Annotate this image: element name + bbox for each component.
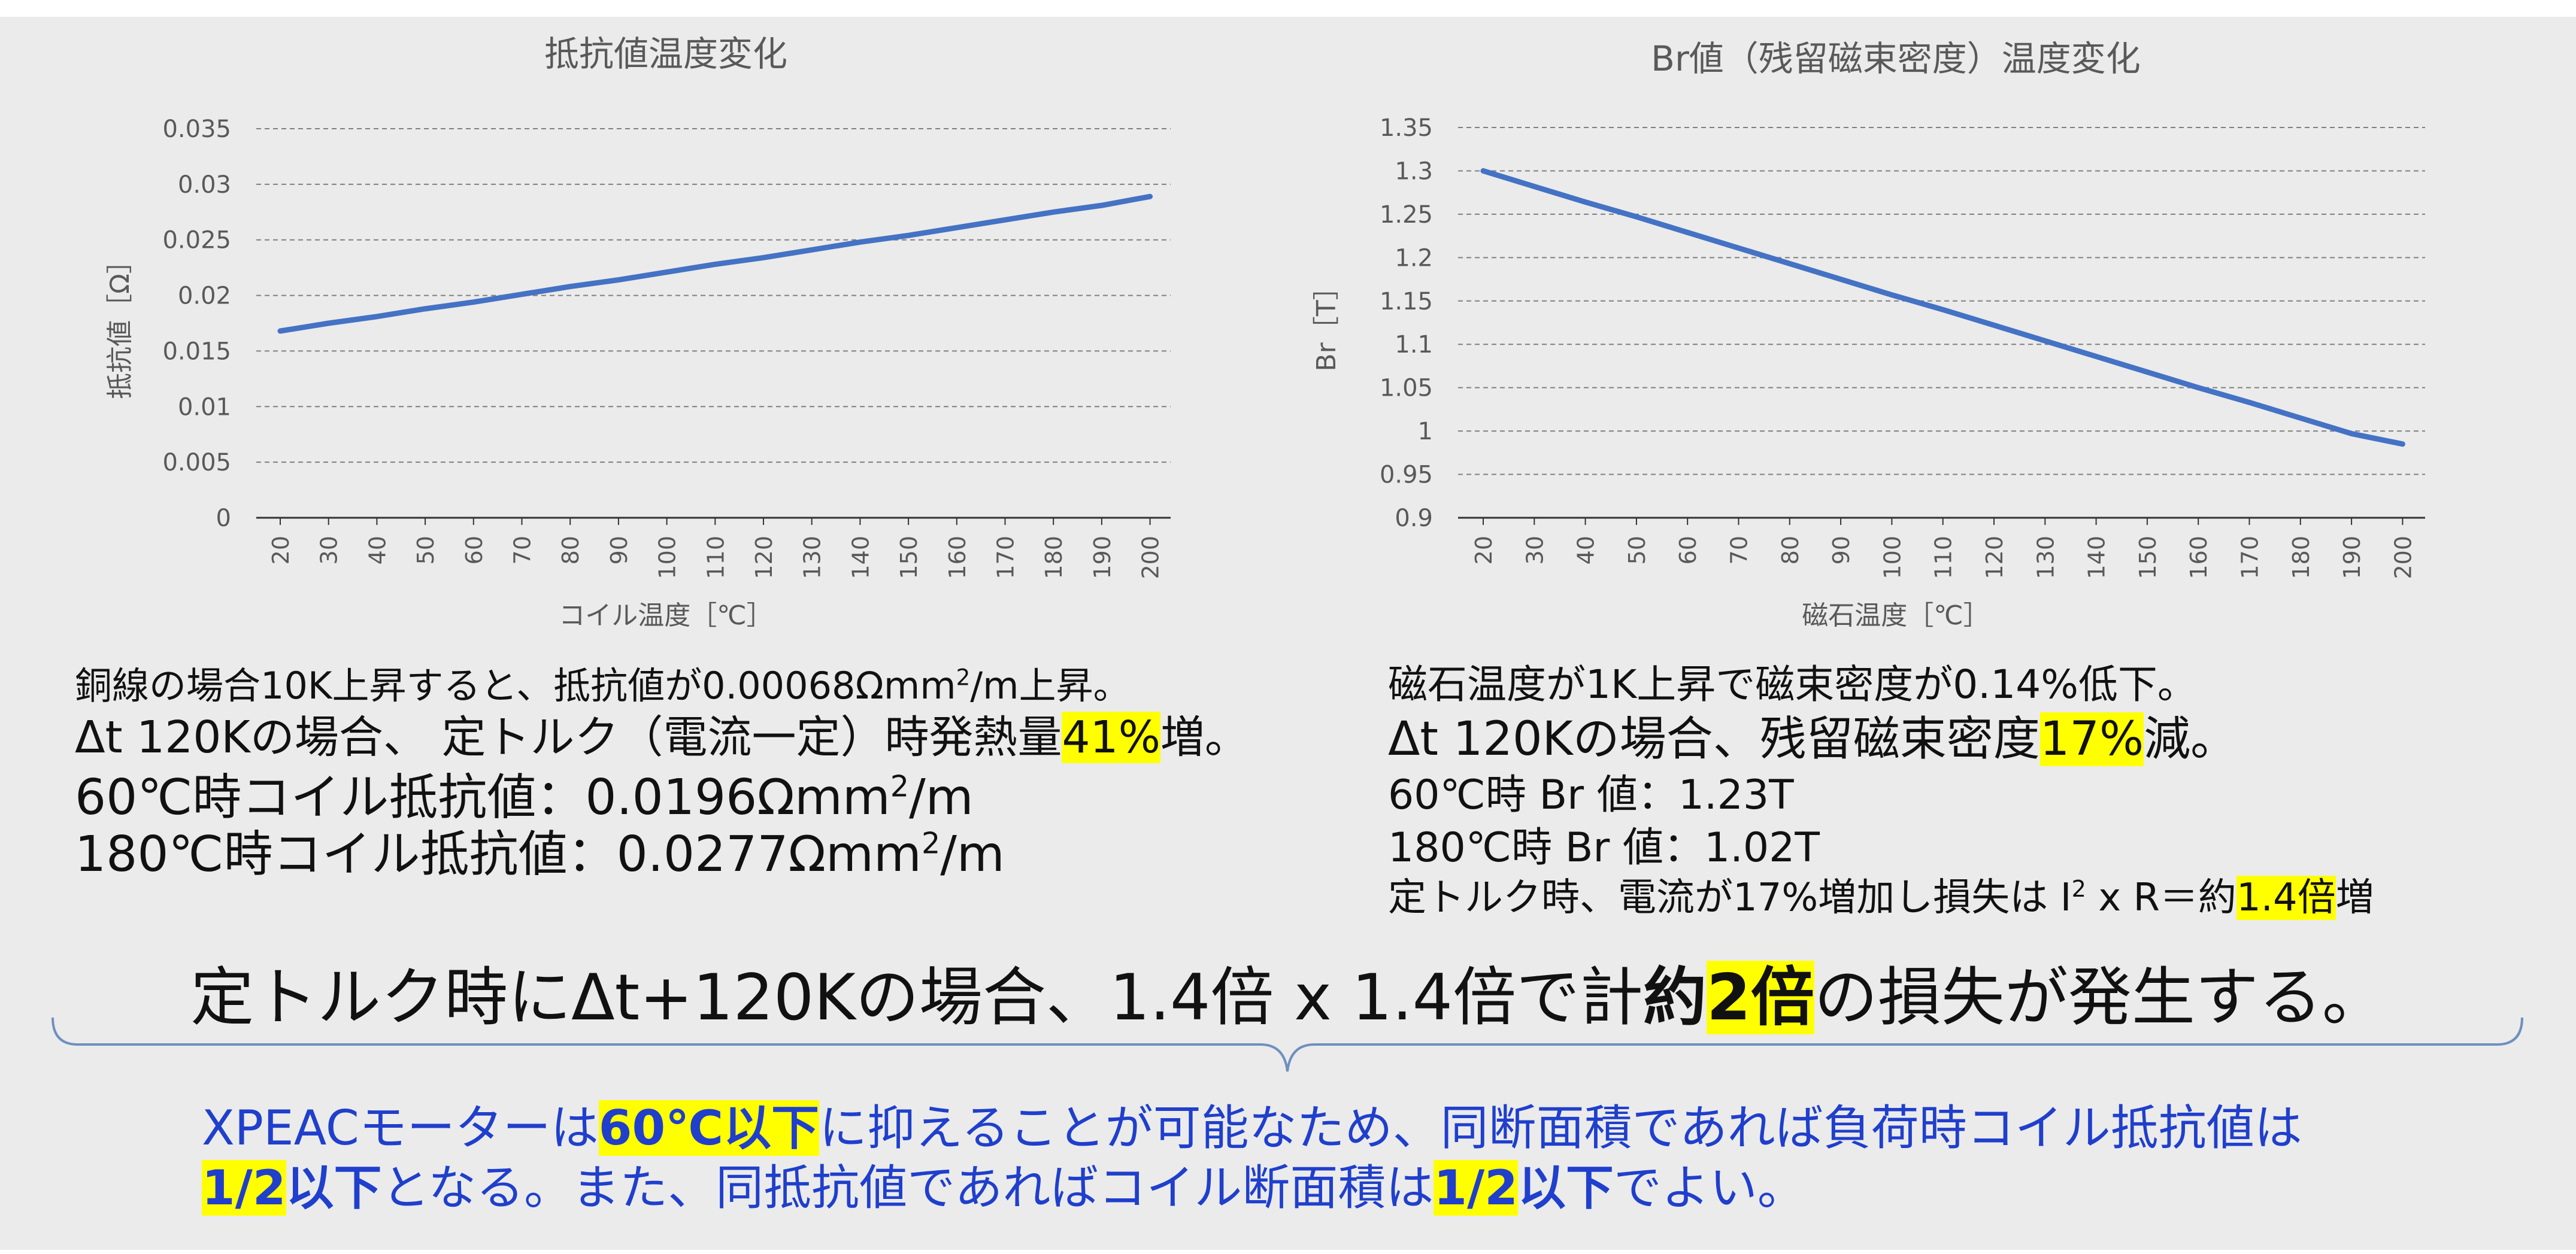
x-tick-label: 50 [1624, 536, 1650, 564]
y-tick-label: 0.025 [162, 227, 231, 254]
x-axis-label: 磁石温度［℃］ [1802, 600, 1989, 631]
y-axis-label: 抵抗値［Ω］ [105, 247, 135, 399]
x-tick-label: 130 [2032, 536, 2059, 579]
x-tick-label: 200 [2390, 536, 2416, 579]
x-tick-label: 170 [993, 536, 1019, 579]
br-60: 60℃時 Br 値：1.23T [1388, 772, 1794, 819]
copper-resistance-note: 銅線の場合10K上昇すると、抵抗値が0.00068Ωmm2/m上昇。 [75, 664, 1131, 708]
x-axis-label: コイル温度［℃］ [559, 600, 772, 631]
x-tick-label: 50 [413, 536, 439, 564]
x-tick-label: 40 [364, 536, 390, 564]
x-tick-label: 150 [896, 536, 922, 579]
x-tick-label: 80 [1777, 536, 1804, 564]
x-tick-label: 130 [799, 536, 826, 579]
brace [51, 1017, 2523, 1072]
series-line [277, 193, 1153, 334]
x-tick-label: 40 [1573, 536, 1599, 564]
y-tick-label: 1.15 [1380, 288, 1433, 315]
highlight-60c: 60℃以下 [598, 1100, 819, 1156]
y-tick-label: 1 [1418, 418, 1433, 445]
x-tick-label: 80 [557, 536, 584, 564]
br-chart: Br値（残留磁束密度）温度変化 0.9 0.95 1 1.05 1.1 1.15 1.2 1.2… [1311, 38, 2425, 631]
x-tick-label: 90 [606, 536, 632, 564]
x-tick-label: 180 [2288, 536, 2314, 579]
y-tick-label: 0.005 [162, 449, 231, 476]
y-tick-label: 0.9 [1395, 505, 1433, 532]
x-tick-label: 60 [1675, 536, 1701, 564]
x-tick-label: 170 [2237, 536, 2263, 579]
y-tick-label: 0 [216, 505, 231, 532]
y-tick-label: 0.95 [1380, 461, 1433, 489]
heat-increase-note: Δt 120Kの場合、 定トルク（電流一定）時発熱量41%増。 [75, 712, 1249, 763]
x-tick-label: 190 [1089, 536, 1116, 579]
highlight-41: 41% [1062, 712, 1160, 763]
x-tick-label: 140 [2084, 536, 2110, 579]
series-line [1480, 168, 2405, 447]
x-tick-label: 90 [1828, 536, 1854, 564]
conclusion-text: 定トルク時にΔt+120Kの場合、1.4倍 x 1.4倍で計約2倍の損失が発生す… [190, 961, 2386, 1034]
xpeac-line-1: XPEACモーターは60℃以下に抑えることが可能なため、同断面積であれば負荷時コ… [202, 1100, 2302, 1156]
y-tick-label: 0.01 [178, 393, 231, 421]
br-decrease-note: Δt 120Kの場合、残留磁束密度17%減。 [1388, 712, 2238, 766]
y-tick-label: 1.2 [1395, 244, 1433, 272]
xpeac-line-2: 1/2以下となる。また、同抵抗値であればコイル断面積は1/2以下でよい。 [202, 1160, 1805, 1216]
chart-title: Br値（残留磁束密度）温度変化 [1651, 38, 2141, 79]
y-tick-label: 1.25 [1380, 201, 1433, 229]
x-tick-label: 100 [654, 536, 681, 579]
x-tick-label: 160 [944, 536, 971, 579]
x-tick-label: 100 [1879, 536, 1905, 579]
br-180: 180℃時 Br 値：1.02T [1388, 824, 1820, 872]
resistance-chart: 抵抗値温度変化 0 0.005 0.01 0.015 0.02 0.025 0.03 0.035… [105, 34, 1171, 631]
magnet-flux-note: 磁石温度が1K上昇で磁束密度が0.14%低下。 [1388, 661, 2197, 708]
chart-title: 抵抗値温度変化 [544, 34, 787, 74]
x-tick-label: 70 [510, 536, 536, 564]
y-tick-label: 0.015 [162, 338, 231, 365]
x-tick-label: 180 [1041, 536, 1067, 579]
xpeac-note: XPEACモーターは60℃以下に抑えることが可能なため、同断面積であれば負荷時コ… [202, 1098, 2302, 1218]
y-tick-label: 0.035 [162, 116, 231, 143]
x-tick-label: 30 [316, 536, 343, 564]
y-tick-label: 1.3 [1395, 157, 1433, 185]
x-tick-label: 200 [1138, 536, 1164, 579]
x-tick-label: 190 [2339, 536, 2365, 579]
coil-resistance-180: 180℃時コイル抵抗値：0.0277Ωmm2/m [75, 825, 1005, 883]
x-tick-label: 60 [461, 536, 487, 564]
highlight-17: 17% [2039, 712, 2144, 766]
y-tick-label: 0.03 [178, 171, 231, 199]
x-tick-label: 140 [847, 536, 874, 579]
y-tick-label: 1.05 [1380, 375, 1433, 402]
x-tick-label: 30 [1522, 536, 1548, 564]
x-tick-label: 160 [2186, 536, 2212, 579]
x-tick-label: 70 [1726, 536, 1753, 564]
x-tick-label: 110 [1931, 536, 1957, 579]
coil-resistance-60: 60℃時コイル抵抗値：0.0196Ωmm2/m [75, 769, 974, 826]
loss-increase-note: 定トルク時、電流が17%増加し損失は I2 x R＝約1.4倍増 [1388, 875, 2374, 920]
y-tick-label: 0.02 [178, 283, 231, 310]
x-tick-label: 110 [702, 536, 729, 579]
x-tick-label: 120 [751, 536, 777, 579]
x-tick-label: 120 [1981, 536, 2008, 579]
x-tick-label: 20 [268, 536, 294, 564]
x-tick-label: 20 [1471, 536, 1497, 564]
y-tick-label: 1.1 [1395, 331, 1433, 359]
x-tick-label: 150 [2135, 536, 2161, 579]
y-axis-label: Br［T］ [1311, 274, 1342, 371]
highlight-1-4: 1.4倍 [2236, 876, 2336, 920]
highlight-2x: 2倍 [1707, 961, 1814, 1034]
y-tick-label: 1.35 [1380, 114, 1433, 142]
